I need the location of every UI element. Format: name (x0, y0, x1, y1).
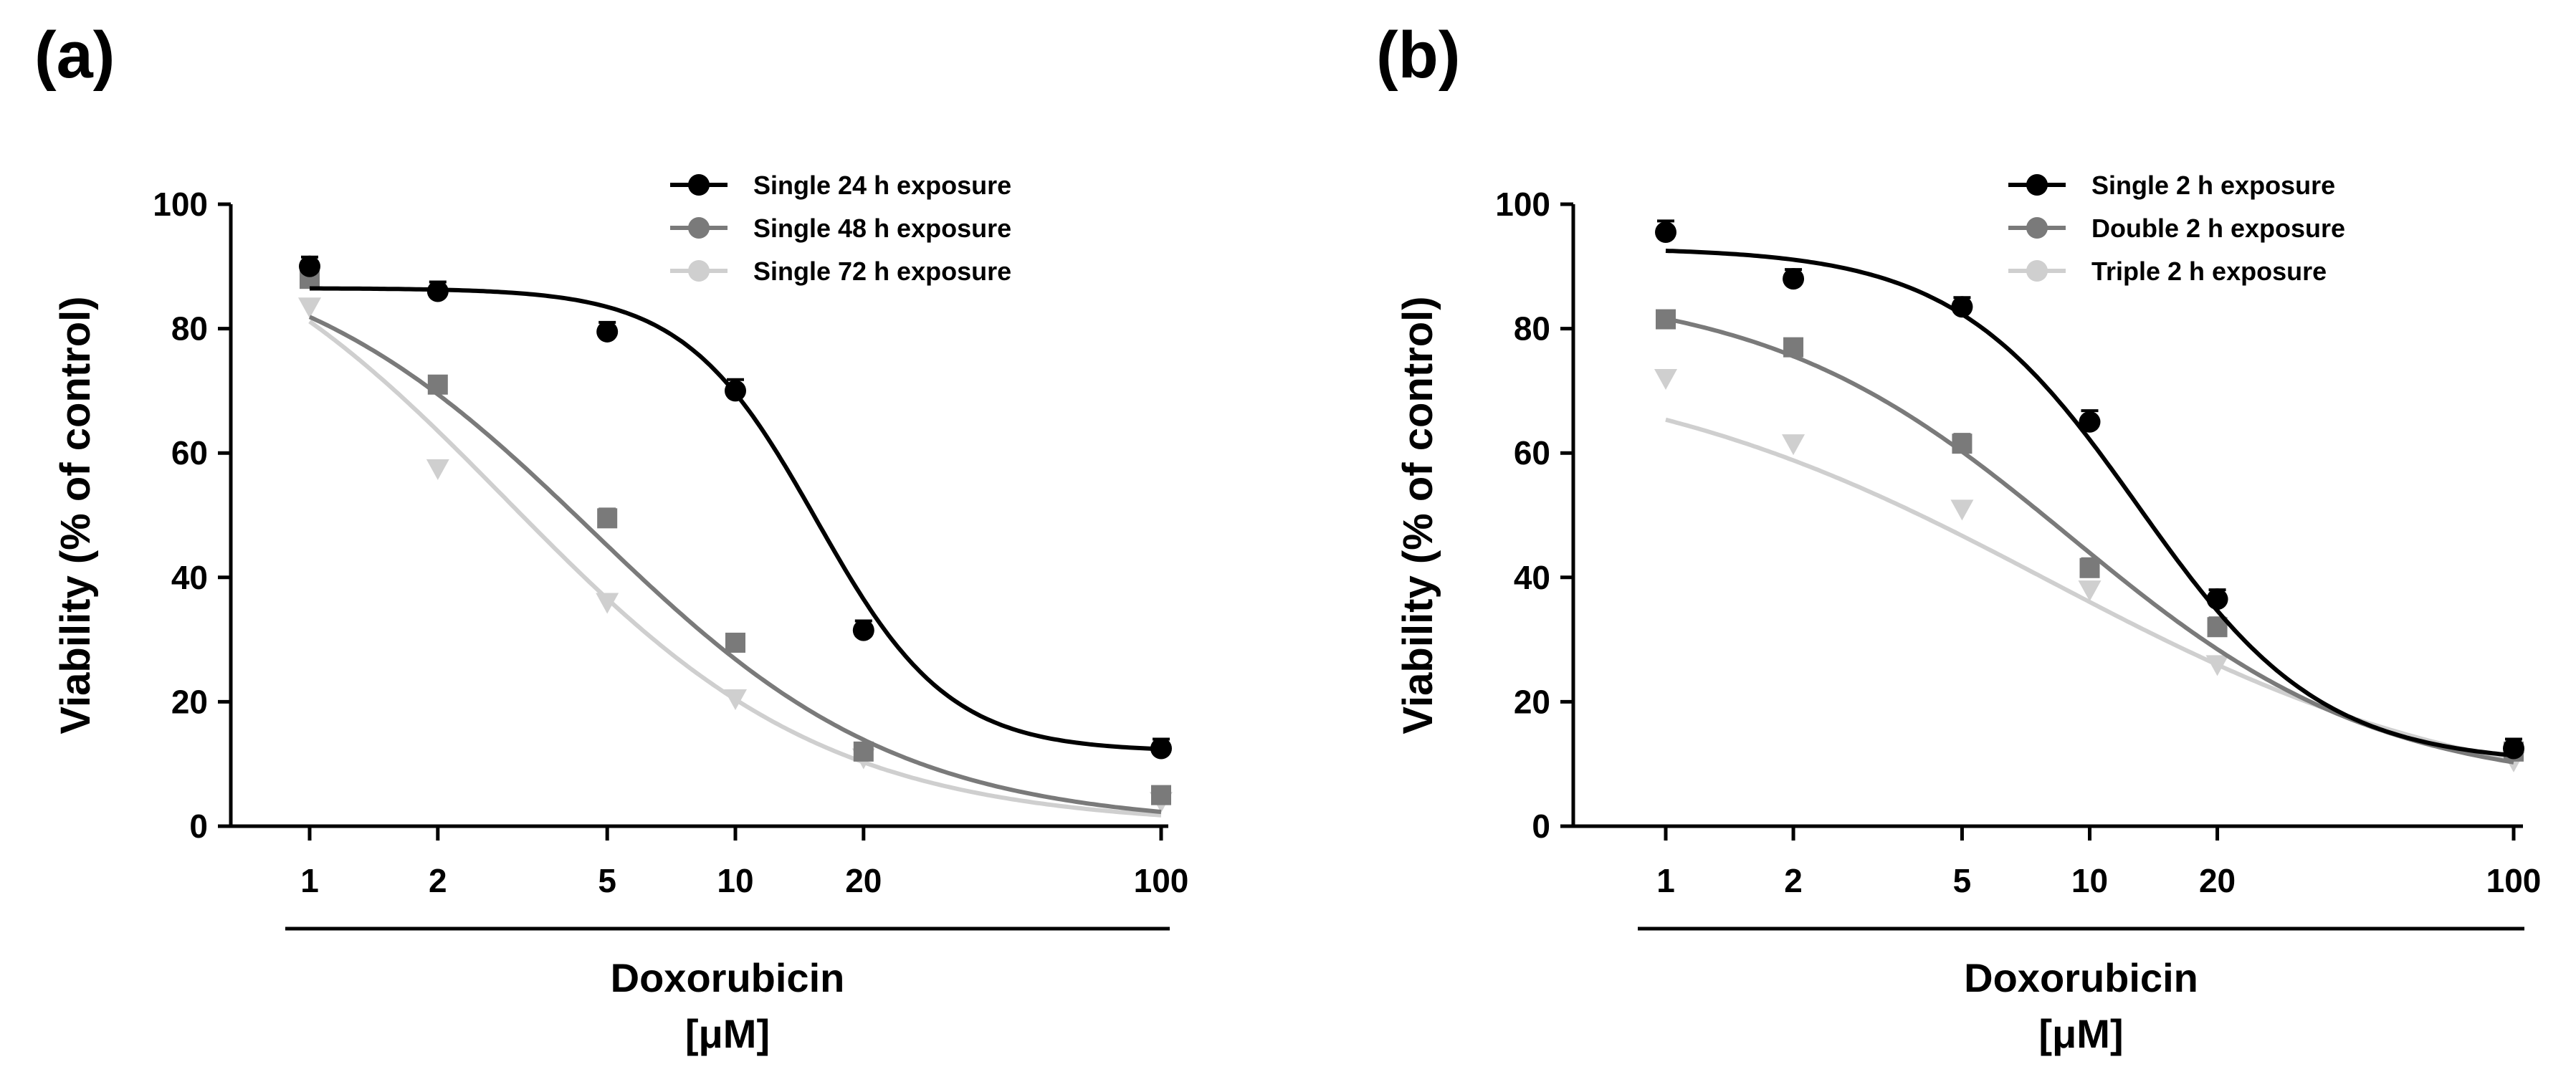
y-tick-label: 40 (171, 559, 208, 596)
x-tick-label: 2 (1784, 862, 1803, 899)
y-tick-label: 80 (171, 310, 208, 348)
data-point-square (2079, 557, 2100, 578)
x-tick-label: 5 (598, 862, 616, 899)
legend-label: Single 24 h exposure (753, 171, 1011, 200)
legend-label: Single 48 h exposure (753, 214, 1011, 243)
data-point-circle (1150, 737, 1172, 760)
data-point-triangle (298, 297, 321, 319)
x-tick-label: 5 (1953, 862, 1972, 899)
y-axis-label: Viability (% of control) (1395, 296, 1441, 734)
fit-curve-circle (310, 286, 1162, 752)
y-tick-label: 40 (1514, 559, 1550, 596)
panel-a: (a) 0 20 40 60 80 100 Viability (% of control) 1… (34, 19, 1188, 1056)
fit-curve-square (1665, 316, 2514, 765)
legend-label: Single 2 h exposure (2091, 171, 2335, 200)
y-tick-label: 60 (171, 434, 208, 471)
x-tick-label: 20 (2199, 862, 2236, 899)
x-tick-label: 10 (717, 862, 753, 899)
panel-label: (b) (1376, 19, 1460, 92)
y-tick-label: 0 (1532, 808, 1550, 845)
y-tick-label: 20 (171, 683, 208, 720)
x-axis-unit: [μM] (2038, 1011, 2123, 1056)
x-tick-label: 2 (429, 862, 447, 899)
data-point-circle (2206, 588, 2228, 611)
x-axis-label: Doxorubicin (1964, 955, 2198, 1000)
x-tick-label: 100 (1134, 862, 1189, 899)
data-point-square (1783, 337, 1804, 358)
data-point-triangle (2205, 655, 2229, 676)
data-point-circle (299, 255, 320, 277)
fit-curve-circle (1665, 249, 2514, 758)
x-tick-label: 100 (2486, 862, 2542, 899)
data-point-circle (852, 619, 874, 641)
data-point-triangle (1782, 434, 1805, 456)
data-point-square (427, 374, 448, 395)
y-tick-label: 100 (1495, 186, 1550, 223)
data-point-triangle (724, 689, 747, 711)
legend-label: Triple 2 h exposure (2091, 257, 2327, 286)
y-tick-label: 100 (153, 186, 208, 223)
data-point-square (597, 508, 618, 529)
data-point-triangle (2078, 580, 2102, 602)
data-point-square (853, 741, 874, 762)
data-point-triangle (1950, 499, 1974, 521)
y-tick-label: 20 (1514, 683, 1550, 720)
data-point-square (1952, 434, 1972, 454)
panel-b: (b) 0 20 40 60 80 100 Viability (% of control) 1… (1376, 19, 2541, 1056)
x-tick-label: 1 (300, 862, 319, 899)
data-point-circle (725, 380, 746, 402)
x-tick-label: 1 (1656, 862, 1675, 899)
y-tick-label: 60 (1514, 434, 1550, 471)
data-point-circle (2503, 737, 2524, 760)
fit-curve-square (308, 315, 1162, 814)
data-point-triangle (426, 459, 449, 480)
data-point-circle (1655, 221, 1676, 244)
x-tick-label: 20 (845, 862, 882, 899)
data-point-circle (426, 280, 449, 302)
legend-marker-triangle (688, 260, 710, 282)
data-point-circle (1783, 268, 1805, 290)
data-point-circle (596, 320, 619, 343)
data-point-square (1151, 785, 1171, 805)
legend-label: Double 2 h exposure (2091, 214, 2345, 243)
legend-marker-triangle (2026, 260, 2048, 282)
legend-marker-circle (2026, 174, 2048, 196)
data-point-circle (2079, 411, 2101, 433)
x-axis-label: Doxorubicin (611, 955, 845, 1000)
data-point-triangle (596, 593, 619, 614)
y-tick-label: 80 (1514, 310, 1550, 348)
legend-marker-square (688, 217, 710, 239)
x-tick-label: 10 (2071, 862, 2108, 899)
y-axis-label: Viability (% of control) (52, 296, 99, 734)
data-point-circle (1951, 296, 1973, 318)
legend-marker-square (2026, 217, 2048, 239)
legend-marker-circle (688, 174, 710, 196)
panel-label: (a) (34, 19, 115, 92)
data-point-square (725, 632, 745, 653)
data-point-square (1656, 309, 1676, 330)
legend-label: Single 72 h exposure (753, 257, 1011, 286)
data-point-triangle (1654, 369, 1677, 391)
x-axis-unit: [μM] (685, 1011, 770, 1056)
y-tick-label: 0 (189, 808, 208, 845)
